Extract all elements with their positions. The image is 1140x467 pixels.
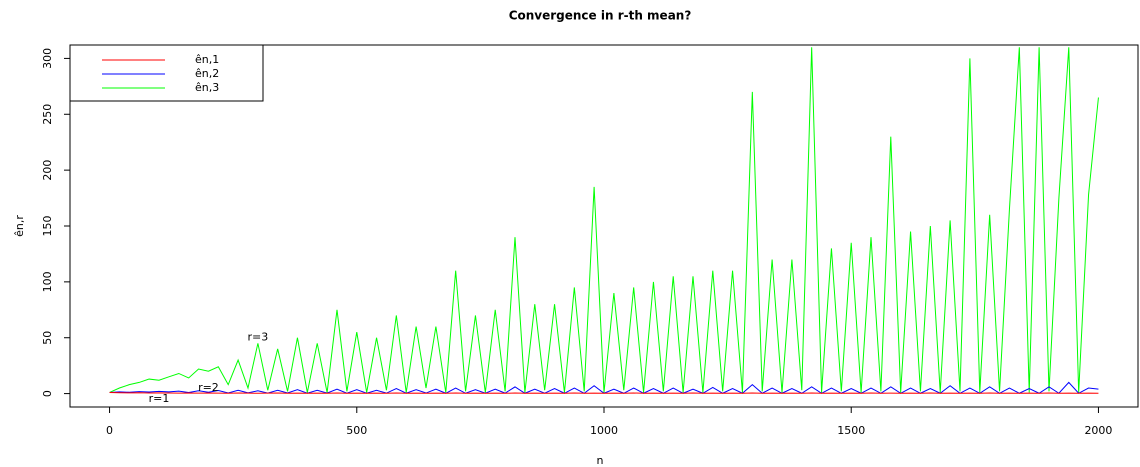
legend-label: ên,2 <box>195 67 219 80</box>
y-tick-label: 100 <box>41 271 54 292</box>
y-axis-label: ên,r <box>13 215 26 237</box>
y-tick-label: 150 <box>41 216 54 237</box>
y-tick-label: 200 <box>41 160 54 181</box>
y-tick-label: 0 <box>41 390 54 397</box>
legend-label: ên,1 <box>195 53 219 66</box>
y-tick-label: 250 <box>41 104 54 125</box>
x-tick-label: 1000 <box>590 424 618 437</box>
x-axis-label: n <box>597 454 604 467</box>
legend-box <box>69 44 264 102</box>
chart-title: Convergence in r-th mean? <box>509 9 692 23</box>
annotation: r=1 <box>149 392 170 405</box>
series-line <box>109 47 1099 393</box>
x-tick-label: 0 <box>106 424 113 437</box>
x-tick-label: 1500 <box>837 424 865 437</box>
y-tick-label: 50 <box>41 331 54 345</box>
series-line <box>109 391 1099 394</box>
plot-frame <box>69 44 1139 408</box>
annotation: r=2 <box>198 381 219 394</box>
y-tick-label: 300 <box>41 48 54 69</box>
annotation: r=3 <box>248 331 269 344</box>
legend-label: ên,3 <box>195 81 219 94</box>
x-tick-label: 500 <box>346 424 367 437</box>
x-tick-label: 2000 <box>1084 424 1112 437</box>
